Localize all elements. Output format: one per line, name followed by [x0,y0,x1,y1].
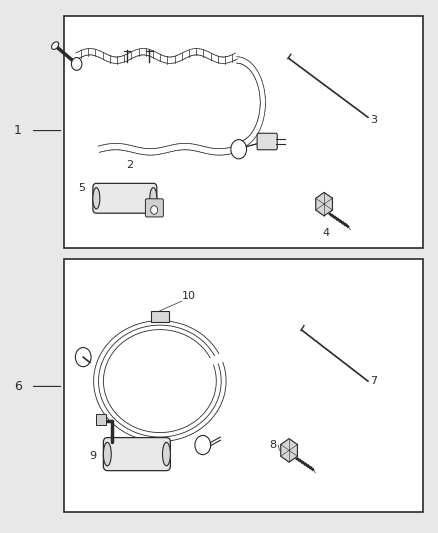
Text: 5: 5 [78,183,85,192]
Polygon shape [316,192,332,216]
FancyBboxPatch shape [93,183,157,213]
FancyBboxPatch shape [145,199,163,217]
Text: 3: 3 [370,115,377,125]
Text: 8: 8 [269,440,276,450]
FancyBboxPatch shape [103,438,170,471]
Text: 10: 10 [182,291,196,301]
Text: 9: 9 [89,451,96,461]
Text: 6: 6 [14,380,22,393]
Ellipse shape [93,188,100,209]
Polygon shape [281,439,297,462]
Circle shape [151,206,158,214]
Ellipse shape [162,442,170,466]
Bar [96,414,106,425]
Ellipse shape [150,188,157,209]
Bar [64,16,423,248]
Text: 1: 1 [14,124,22,137]
FancyBboxPatch shape [257,133,277,150]
Circle shape [75,348,91,367]
Text: 2: 2 [126,160,133,170]
Bar [151,311,169,322]
Circle shape [195,435,211,455]
Circle shape [231,140,247,159]
Ellipse shape [103,442,111,466]
Bar [64,259,423,512]
Ellipse shape [52,42,59,50]
Text: 4: 4 [323,228,330,238]
Text: 7: 7 [370,376,377,386]
Circle shape [71,58,82,70]
